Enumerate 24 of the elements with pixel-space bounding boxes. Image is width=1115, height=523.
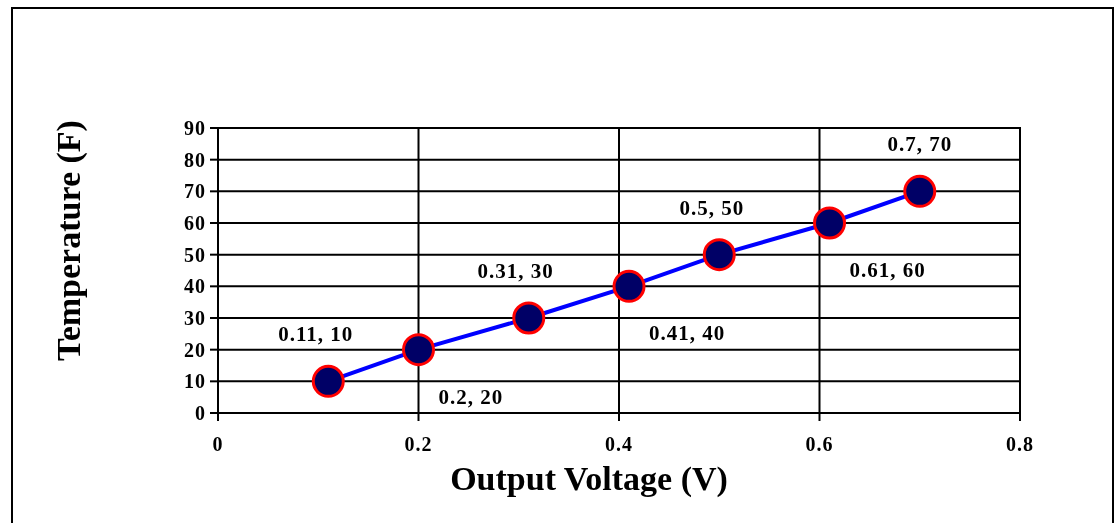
x-tick-label: 0.8 bbox=[1006, 433, 1034, 455]
y-tick-label: 0 bbox=[195, 402, 206, 424]
data-label: 0.41, 40 bbox=[649, 321, 726, 346]
x-tick-label: 0.4 bbox=[605, 433, 633, 455]
y-tick-label: 30 bbox=[184, 307, 206, 329]
data-label: 0.31, 30 bbox=[477, 259, 554, 283]
y-tick-label: 50 bbox=[184, 243, 206, 266]
data-label: 0.61, 60 bbox=[849, 258, 926, 282]
x-axis-title: Output Voltage (V) bbox=[450, 460, 728, 498]
data-label: 0.2, 20 bbox=[438, 384, 504, 409]
data-label: 0.11, 10 bbox=[278, 322, 354, 347]
data-label: 0.5, 50 bbox=[679, 195, 745, 220]
y-tick-label: 90 bbox=[184, 117, 206, 139]
y-tick-label: 60 bbox=[184, 212, 206, 234]
data-label: 0.7, 70 bbox=[887, 132, 953, 157]
x-tick-label: 0 bbox=[212, 433, 224, 455]
y-axis-title: Temperature (F) bbox=[50, 120, 88, 361]
x-tick-label: 0.2 bbox=[404, 433, 433, 455]
y-tick-label: 10 bbox=[184, 370, 206, 393]
y-tick-label: 40 bbox=[184, 275, 206, 298]
x-tick-label: 0.6 bbox=[805, 433, 834, 455]
y-tick-label: 20 bbox=[184, 338, 206, 361]
y-tick-label: 70 bbox=[184, 180, 206, 203]
y-tick-label: 80 bbox=[184, 148, 206, 171]
